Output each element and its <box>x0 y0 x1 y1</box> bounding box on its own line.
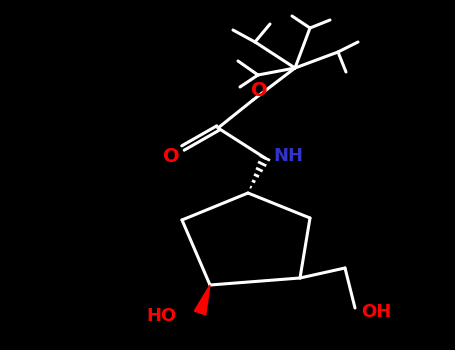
Text: O: O <box>163 147 179 166</box>
Text: OH: OH <box>361 303 391 321</box>
Text: O: O <box>251 80 268 99</box>
Text: NH: NH <box>273 147 303 165</box>
Text: HO: HO <box>147 307 177 325</box>
Polygon shape <box>194 285 210 315</box>
